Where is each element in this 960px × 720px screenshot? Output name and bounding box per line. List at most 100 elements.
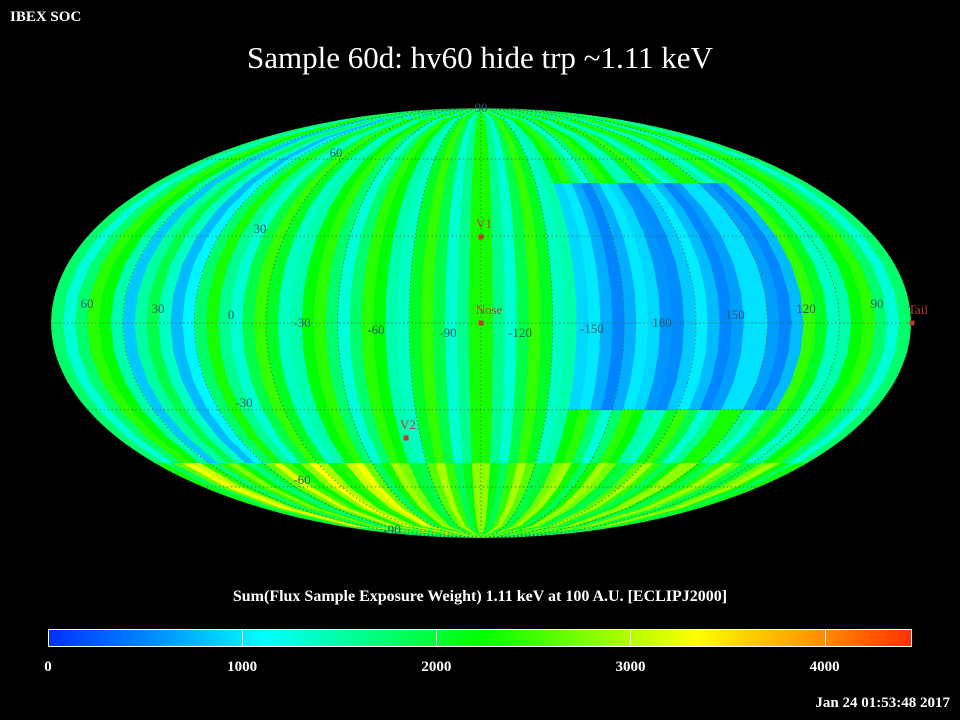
flux-cell bbox=[308, 463, 342, 487]
flux-cell bbox=[539, 508, 578, 527]
flux-cell bbox=[200, 159, 250, 183]
flux-cell bbox=[492, 508, 506, 527]
flux-cell bbox=[481, 108, 602, 120]
flux-cell bbox=[519, 508, 548, 527]
flux-cell bbox=[563, 293, 577, 323]
flux-cell bbox=[163, 159, 219, 183]
flux-cell bbox=[336, 159, 366, 183]
colorbar-tick-label: 1000 bbox=[227, 659, 258, 675]
flux-cell bbox=[460, 183, 472, 209]
flux-cell bbox=[262, 409, 289, 438]
flux-cell bbox=[98, 208, 137, 237]
flux-cell bbox=[469, 323, 481, 353]
flux-cell bbox=[883, 323, 900, 353]
flux-cell bbox=[859, 323, 876, 353]
flux-cell bbox=[605, 508, 681, 527]
flux-cell bbox=[689, 437, 724, 463]
flux-cell bbox=[580, 183, 603, 209]
flux-cell bbox=[570, 119, 627, 138]
flux-cell bbox=[181, 463, 234, 487]
flux-cell bbox=[705, 293, 720, 323]
flux-cell bbox=[218, 137, 282, 160]
flux-cell bbox=[493, 486, 505, 509]
flux-cell bbox=[453, 159, 466, 183]
flux-cell bbox=[481, 293, 493, 323]
flux-cell bbox=[644, 236, 665, 265]
flux-cell bbox=[798, 437, 846, 463]
latitude-label: 90 bbox=[475, 100, 488, 115]
flux-cell bbox=[519, 463, 536, 487]
flux-cell bbox=[339, 183, 364, 209]
flux-cell bbox=[620, 137, 667, 160]
flux-cell bbox=[607, 183, 633, 209]
flux-cell bbox=[207, 208, 239, 237]
flux-cell bbox=[295, 409, 320, 438]
flux-cell bbox=[584, 352, 600, 382]
flux-cell bbox=[264, 486, 318, 509]
flux-cell bbox=[372, 137, 403, 160]
flux-cell bbox=[315, 352, 332, 382]
flux-cell bbox=[634, 323, 649, 353]
flux-cell bbox=[526, 183, 542, 209]
flux-cell bbox=[124, 236, 154, 265]
flux-cell bbox=[863, 236, 895, 265]
flux-cell bbox=[418, 108, 481, 120]
flux-cell bbox=[572, 208, 591, 237]
flux-cell bbox=[751, 463, 808, 487]
flux-cell bbox=[607, 264, 623, 294]
flux-cell bbox=[236, 159, 280, 183]
flux-cell bbox=[374, 352, 389, 382]
flux-cell bbox=[511, 208, 525, 237]
flux-cell bbox=[438, 108, 481, 120]
flux-cell bbox=[825, 264, 848, 294]
flux-cell bbox=[354, 236, 372, 265]
flux-cell bbox=[577, 486, 613, 509]
flux-cell bbox=[410, 264, 424, 294]
flux-cell bbox=[446, 381, 460, 410]
flux-cell bbox=[653, 352, 671, 382]
flux-cell bbox=[350, 264, 367, 294]
flux-cell bbox=[634, 381, 654, 410]
flux-cell bbox=[481, 526, 610, 538]
flux-cell bbox=[365, 119, 411, 138]
flux-cell bbox=[481, 526, 571, 538]
flux-cell bbox=[369, 437, 391, 463]
flux-cell bbox=[481, 526, 552, 538]
flux-cell bbox=[341, 508, 396, 527]
flux-cell bbox=[445, 264, 458, 294]
flux-cell bbox=[496, 463, 509, 487]
flux-cell bbox=[776, 293, 792, 323]
flux-cell bbox=[326, 159, 358, 183]
flux-cell bbox=[391, 526, 481, 538]
flux-cell bbox=[477, 526, 481, 538]
flux-cell bbox=[504, 463, 518, 487]
flux-cell bbox=[623, 323, 637, 353]
flux-cell bbox=[450, 137, 463, 160]
flux-cell bbox=[395, 108, 481, 120]
flux-cell bbox=[459, 208, 471, 237]
flux-cell bbox=[134, 293, 150, 323]
flux-cell bbox=[481, 526, 544, 538]
flux-cell bbox=[341, 137, 378, 160]
flux-cell bbox=[529, 486, 551, 509]
flux-cell bbox=[67, 381, 99, 410]
flux-cell bbox=[290, 463, 327, 487]
flux-cell bbox=[883, 293, 900, 323]
flux-cell bbox=[395, 526, 481, 538]
flux-cell bbox=[408, 508, 439, 527]
flux-cell bbox=[553, 437, 573, 463]
flux-cell bbox=[595, 264, 612, 294]
flux-cell bbox=[241, 137, 300, 160]
flux-cell bbox=[339, 208, 360, 237]
flux-cell bbox=[566, 463, 590, 487]
flux-cell bbox=[298, 183, 327, 209]
flux-cell bbox=[373, 293, 387, 323]
flux-cell bbox=[666, 236, 688, 265]
grid-labels: 60 30 0 -30 -60 -90 -120 -150 180 150 120 90 90 60 30 -… bbox=[81, 100, 884, 537]
flux-cell bbox=[800, 293, 816, 323]
flux-cell bbox=[643, 463, 681, 487]
flux-cell bbox=[683, 409, 711, 438]
flux-cell bbox=[114, 264, 137, 294]
flux-cell bbox=[477, 108, 481, 120]
flux-cell bbox=[397, 323, 410, 353]
